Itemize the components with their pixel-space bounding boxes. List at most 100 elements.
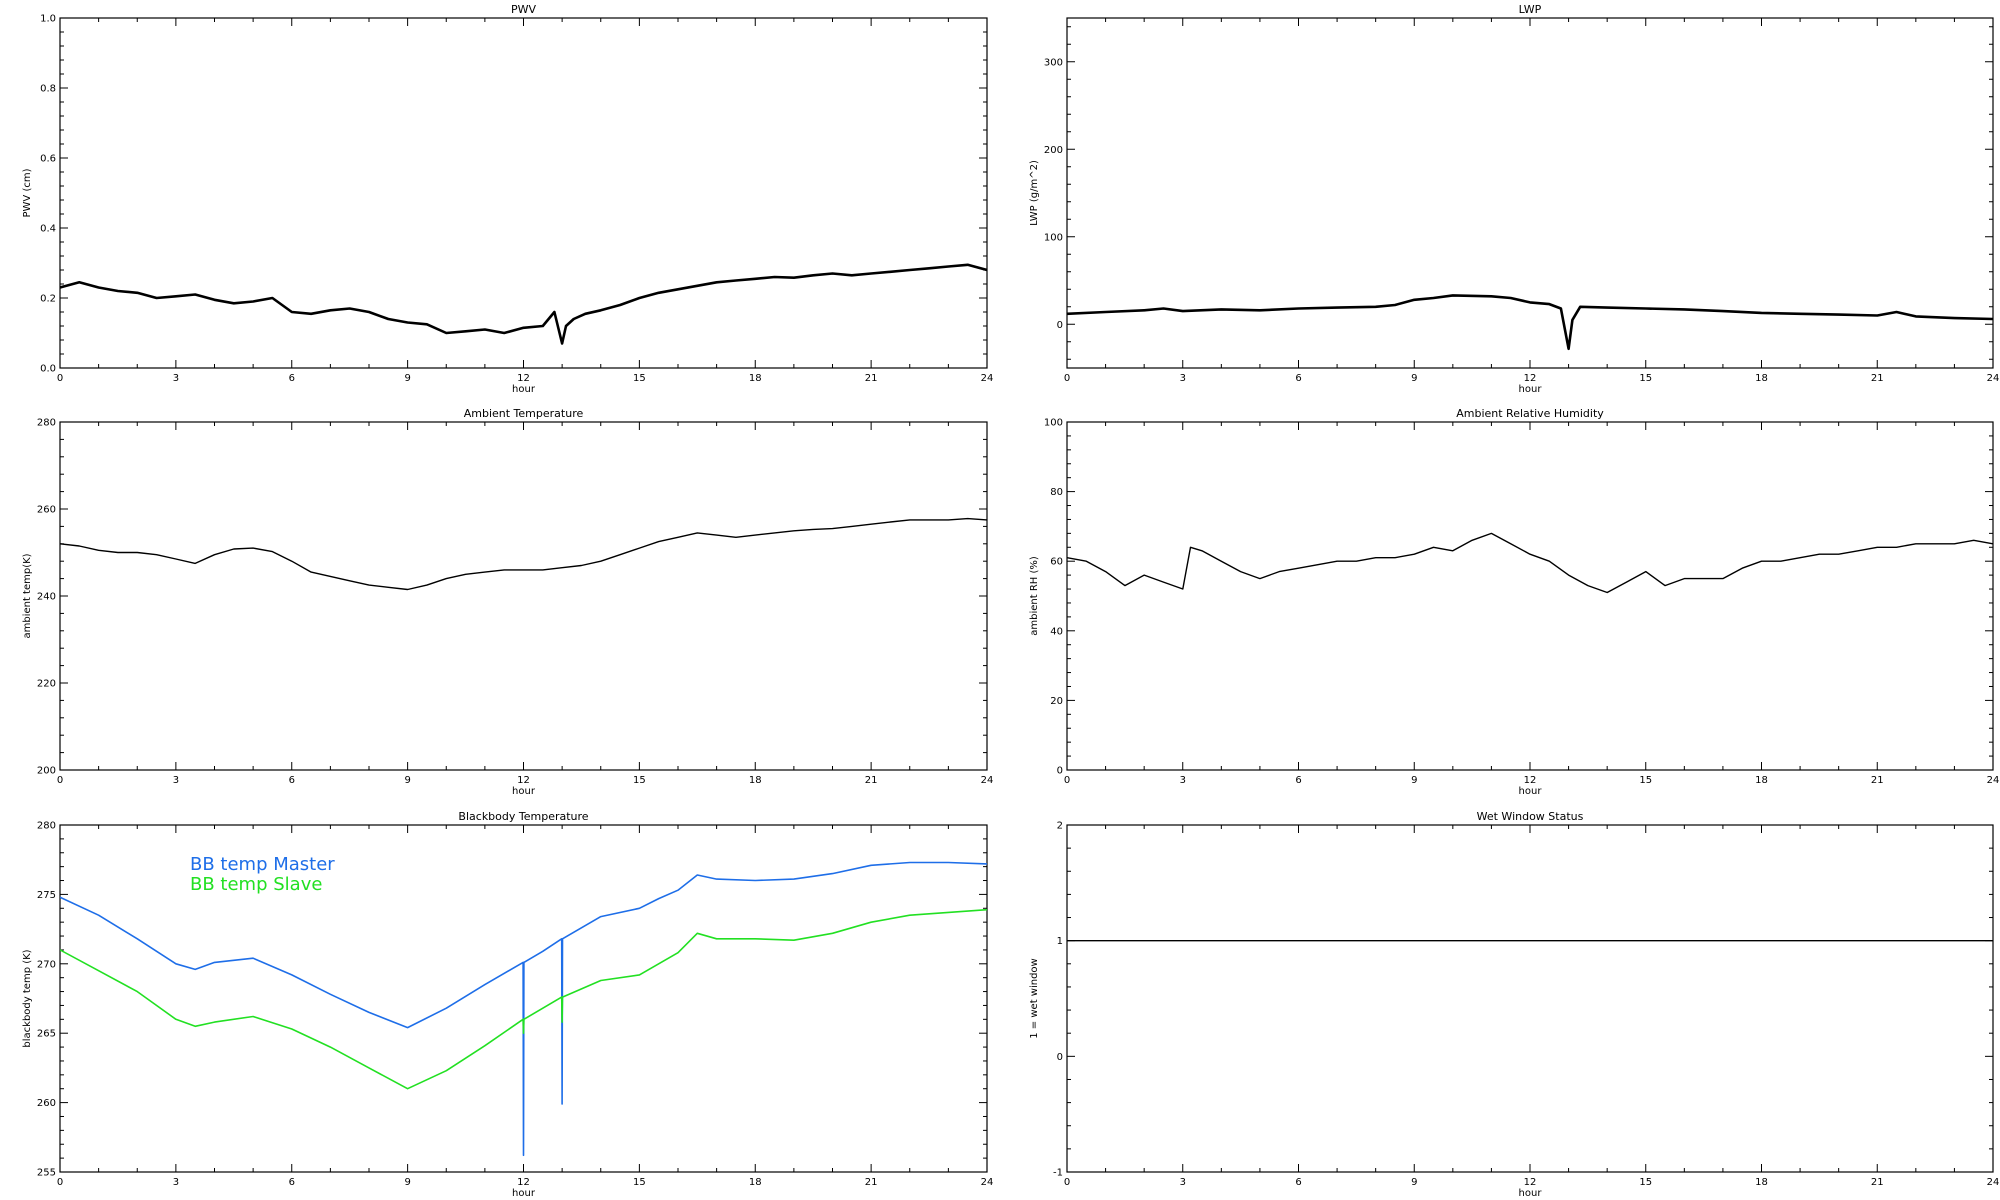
series-line-ambient_temp	[60, 517, 987, 591]
x-tick-label: 6	[1295, 775, 1301, 786]
series-line-bb-temp-master	[60, 861, 987, 1157]
x-tick-label: 9	[1411, 1177, 1417, 1188]
legend-entry: BB temp Master	[190, 854, 335, 875]
x-tick-label: 18	[1755, 775, 1768, 786]
x-tick-label: 3	[1180, 775, 1186, 786]
y-tick-label: 280	[37, 418, 56, 429]
y-tick-label: 0	[1057, 766, 1063, 777]
x-axis-label: hour	[1519, 786, 1543, 797]
y-tick-label: 0	[1057, 1052, 1063, 1063]
x-tick-label: 6	[289, 775, 295, 786]
x-tick-label: 6	[289, 1177, 295, 1188]
x-tick-label: 21	[865, 775, 878, 786]
x-tick-label: 3	[173, 775, 179, 786]
y-tick-label: 220	[37, 679, 56, 690]
x-tick-label: 18	[749, 1177, 762, 1188]
y-tick-label: 20	[1050, 696, 1063, 707]
y-tick-label: 0	[1057, 320, 1063, 331]
x-tick-label: 0	[1064, 775, 1070, 786]
x-tick-label: 9	[404, 373, 410, 384]
x-tick-label: 21	[1871, 1177, 1884, 1188]
y-tick-label: 0.8	[40, 84, 56, 95]
x-tick-label: 9	[1411, 775, 1417, 786]
y-tick-label: 300	[1044, 57, 1063, 68]
series-line-bb-temp-slave	[60, 908, 987, 1090]
x-tick-label: 6	[1295, 373, 1301, 384]
y-tick-label: 0.6	[40, 154, 56, 165]
series-line-ambient_rh	[1067, 532, 1993, 594]
x-tick-label: 15	[633, 775, 646, 786]
x-tick-label: 12	[517, 1177, 530, 1188]
series-line-lwp	[1067, 294, 1993, 351]
x-tick-label: 6	[289, 373, 295, 384]
x-tick-label: 12	[1524, 775, 1537, 786]
y-tick-label: 100	[1044, 418, 1063, 429]
x-axis-label: hour	[1519, 1188, 1543, 1199]
y-tick-label: 270	[37, 959, 56, 970]
x-tick-label: 12	[517, 373, 530, 384]
y-axis-label: PWV (cm)	[22, 168, 33, 217]
chart-title: LWP	[1519, 3, 1542, 16]
x-tick-label: 6	[1295, 1177, 1301, 1188]
x-tick-label: 0	[57, 775, 63, 786]
y-tick-label: 280	[37, 821, 56, 832]
x-axis-label: hour	[1519, 384, 1543, 395]
x-tick-label: 15	[1639, 373, 1652, 384]
y-tick-label: 40	[1050, 626, 1063, 637]
x-tick-label: 24	[981, 1177, 994, 1188]
y-tick-label: 260	[37, 1098, 56, 1109]
x-tick-label: 0	[57, 1177, 63, 1188]
y-tick-label: 0.0	[40, 364, 56, 375]
x-tick-label: 21	[865, 373, 878, 384]
x-tick-label: 21	[1871, 775, 1884, 786]
y-tick-label: 1	[1057, 936, 1063, 947]
chart-ambient_rh: Ambient Relative Humidity 0 3 6 9 12 15 18 21 24 h…	[1029, 407, 1999, 797]
y-tick-label: 200	[37, 766, 56, 777]
y-tick-label: 240	[37, 592, 56, 603]
y-tick-label: -1	[1053, 1168, 1063, 1179]
x-tick-label: 18	[1755, 373, 1768, 384]
x-tick-label: 12	[1524, 373, 1537, 384]
y-axis-label: blackbody temp (K)	[22, 949, 33, 1047]
y-axis-label: ambient RH (%)	[1029, 556, 1040, 636]
chart-title: Blackbody Temperature	[458, 810, 588, 823]
y-tick-label: 275	[37, 890, 56, 901]
x-tick-label: 15	[1639, 1177, 1652, 1188]
chart-title: Ambient Relative Humidity	[1456, 407, 1604, 420]
chart-title: PWV	[511, 3, 537, 16]
x-tick-label: 12	[517, 775, 530, 786]
y-tick-label: 100	[1044, 232, 1063, 243]
x-tick-label: 9	[404, 1177, 410, 1188]
x-axis-label: hour	[512, 384, 536, 395]
x-tick-label: 3	[173, 373, 179, 384]
x-tick-label: 24	[981, 775, 994, 786]
x-tick-label: 3	[1180, 373, 1186, 384]
y-tick-label: 200	[1044, 145, 1063, 156]
x-tick-label: 21	[865, 1177, 878, 1188]
x-tick-label: 3	[1180, 1177, 1186, 1188]
y-tick-label: 265	[37, 1029, 56, 1040]
y-tick-label: 0.4	[40, 224, 56, 235]
chart-lwp: LWP 0 3 6 9 12 15 18 21 24 hour 0 100 200 300 LWP (g/m^…	[1029, 3, 1999, 395]
x-tick-label: 15	[1639, 775, 1652, 786]
x-tick-label: 18	[1755, 1177, 1768, 1188]
x-tick-label: 0	[1064, 1177, 1070, 1188]
chart-bb_temp: Blackbody Temperature 0 3 6 9 12 15 18 21 24 hour 2…	[22, 810, 993, 1199]
y-axis-label: LWP (g/m^2)	[1029, 160, 1040, 226]
x-tick-label: 24	[1987, 775, 2000, 786]
x-tick-label: 18	[749, 775, 762, 786]
y-tick-label: 255	[37, 1168, 56, 1179]
x-tick-label: 3	[173, 1177, 179, 1188]
x-axis-label: hour	[512, 1188, 536, 1199]
legend-entry: BB temp Slave	[190, 874, 322, 895]
series-line-pwv	[60, 263, 987, 345]
x-tick-label: 24	[1987, 373, 2000, 384]
x-tick-label: 0	[57, 373, 63, 384]
y-axis-label: ambient temp(K)	[22, 553, 33, 638]
x-tick-label: 15	[633, 373, 646, 384]
x-tick-label: 18	[749, 373, 762, 384]
y-tick-label: 60	[1050, 557, 1063, 568]
y-tick-label: 2	[1057, 821, 1063, 832]
